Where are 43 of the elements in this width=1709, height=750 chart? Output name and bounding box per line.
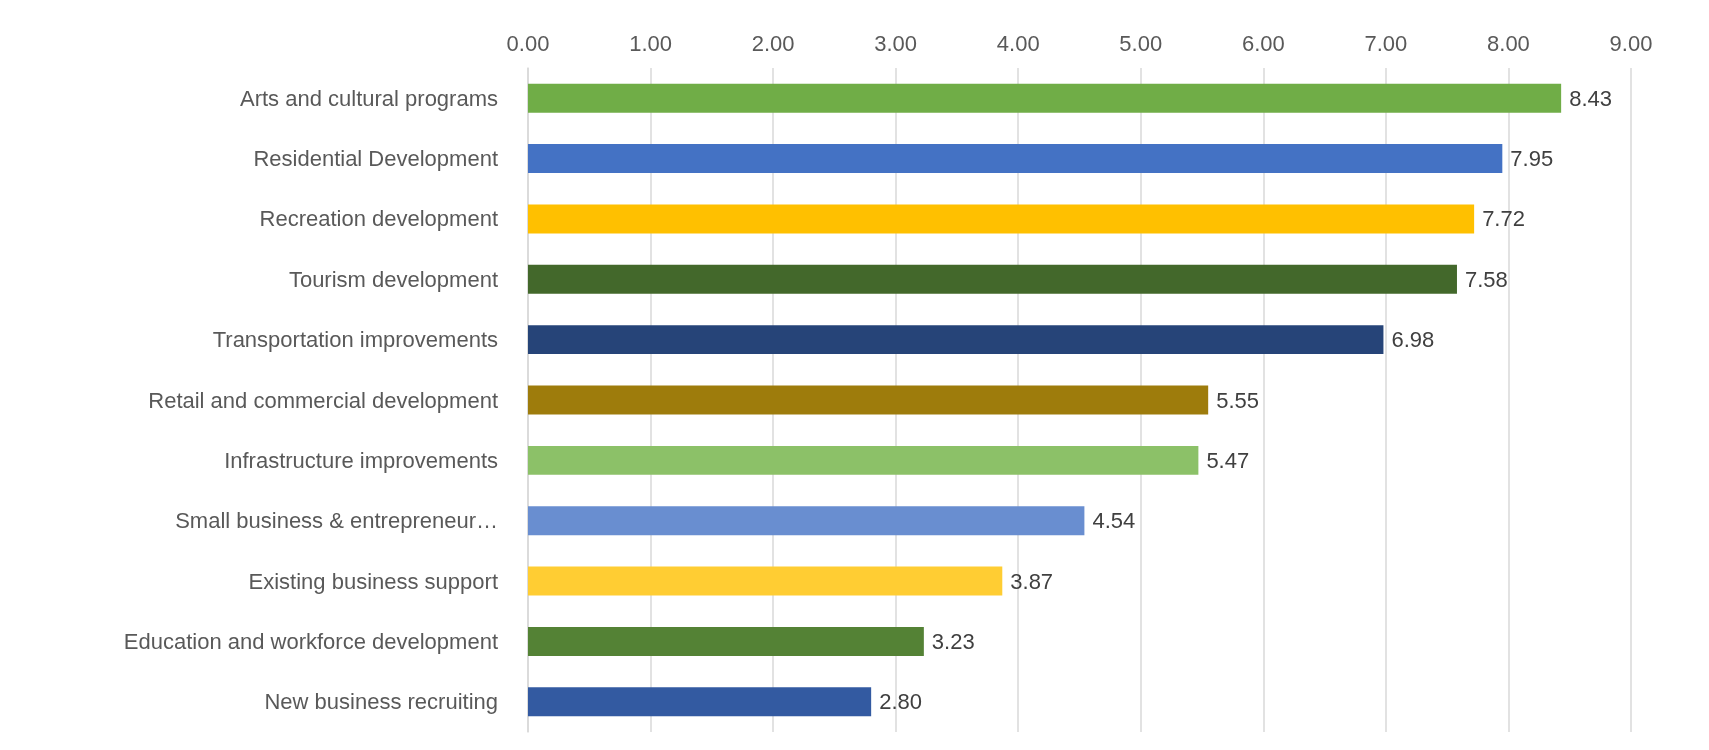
bar <box>528 83 1562 113</box>
y-tick-label: Small business & entrepreneur… <box>175 508 498 534</box>
y-tick-label: Recreation development <box>259 206 498 232</box>
bar <box>528 626 924 656</box>
bar <box>528 325 1384 355</box>
bar <box>528 445 1199 475</box>
data-label: 2.80 <box>879 689 922 715</box>
data-label: 3.87 <box>1010 568 1054 594</box>
bar <box>528 204 1475 234</box>
y-tick-label: Tourism development <box>288 266 498 292</box>
y-tick-label: Retail and commercial development <box>148 387 498 413</box>
x-tick-label: 6.00 <box>1241 30 1285 56</box>
y-tick-label: Education and workforce development <box>123 628 498 654</box>
data-label: 4.54 <box>1092 508 1136 534</box>
y-tick-label: Existing business support <box>248 568 498 594</box>
data-label: 3.23 <box>931 628 975 654</box>
data-label: 5.47 <box>1206 447 1250 473</box>
x-tick-label: 1.00 <box>629 30 672 56</box>
x-tick-label: 2.00 <box>751 30 795 56</box>
x-tick-label: 4.00 <box>996 30 1040 56</box>
data-label: 8.43 <box>1569 85 1612 111</box>
bar <box>528 566 1003 596</box>
data-label: 7.58 <box>1464 266 1508 292</box>
x-tick-label: 9.00 <box>1609 30 1653 56</box>
y-tick-label: Transportation improvements <box>212 327 498 353</box>
y-tick-label: Arts and cultural programs <box>240 85 498 111</box>
data-label: 5.55 <box>1216 387 1260 413</box>
data-label: 7.95 <box>1510 146 1554 172</box>
x-tick-label: 3.00 <box>874 30 918 56</box>
data-label: 7.72 <box>1482 206 1525 232</box>
bar <box>528 687 872 717</box>
x-tick-label: 5.00 <box>1119 30 1163 56</box>
x-tick-label: 7.00 <box>1364 30 1408 56</box>
bar <box>528 144 1503 174</box>
y-tick-label: New business recruiting <box>264 689 498 715</box>
x-tick-label: 8.00 <box>1487 30 1530 56</box>
x-tick-label: 0.00 <box>506 30 550 56</box>
data-label: 6.98 <box>1391 327 1435 353</box>
bar <box>528 506 1085 536</box>
y-tick-label: Residential Development <box>253 146 498 172</box>
bar <box>528 385 1209 415</box>
bar <box>528 264 1457 294</box>
y-tick-label: Infrastructure improvements <box>224 447 498 473</box>
